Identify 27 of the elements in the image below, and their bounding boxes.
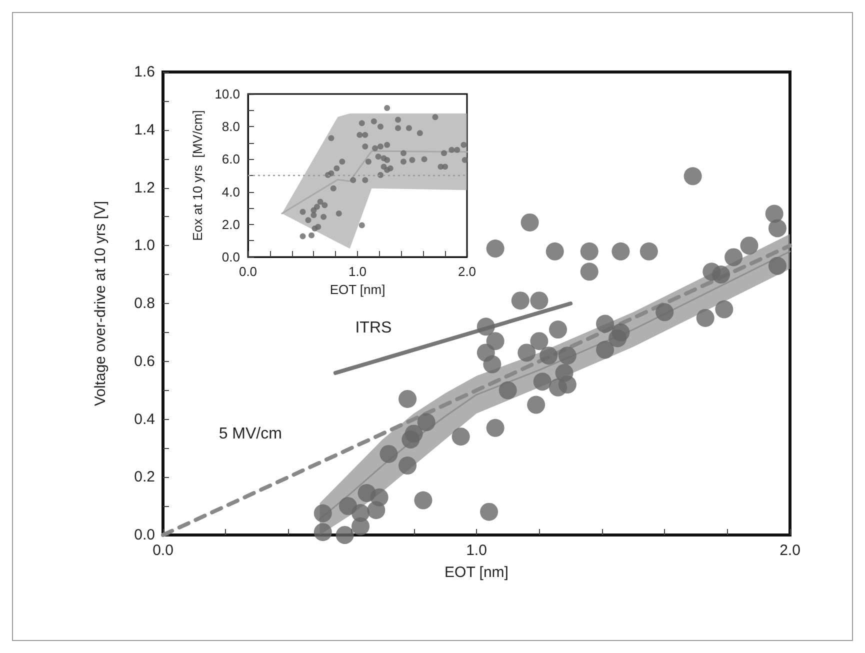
- x-tick-label: 1.0: [466, 542, 487, 559]
- y-tick-label: 0.8: [134, 295, 155, 312]
- y-tick-label: 1.0: [134, 237, 155, 254]
- x-tick-label: 2.0: [458, 264, 476, 279]
- y-tick-label: 1.4: [134, 121, 155, 138]
- y-axis-title: Eox at 10 yrs [MV/cm]: [190, 110, 205, 241]
- y-tick-label: 0.2: [134, 468, 155, 486]
- y-tick-label: 1.2: [134, 179, 155, 196]
- y-tick-label: 0.4: [134, 410, 155, 428]
- x-tick-label: 1.0: [348, 264, 367, 279]
- y-tick-label: 0.6: [134, 352, 155, 370]
- y-tick-label: 0.0: [134, 526, 155, 544]
- x-axis-title: EOT [nm]: [444, 564, 508, 581]
- x-tick-label: 0.0: [152, 542, 174, 559]
- series-label: ITRS: [355, 320, 392, 337]
- x-tick-label: 2.0: [780, 542, 800, 559]
- y-tick-label: 0.0: [222, 250, 240, 264]
- y-tick-label: 8.0: [222, 119, 240, 134]
- y-axis-title: Voltage over-drive at 10 yrs [V]: [92, 200, 109, 406]
- y-tick-label: 10.0: [214, 86, 240, 102]
- text: 5 MV/cm: [218, 426, 282, 443]
- x-axis-title: EOT [nm]: [330, 282, 386, 297]
- y-tick-label: 1.6: [134, 64, 155, 80]
- x-tick-label: 0.0: [238, 264, 258, 279]
- y-tick-label: 6.0: [222, 152, 240, 167]
- y-tick-label: 4.0: [222, 184, 240, 200]
- y-tick-label: 2.0: [222, 216, 240, 232]
